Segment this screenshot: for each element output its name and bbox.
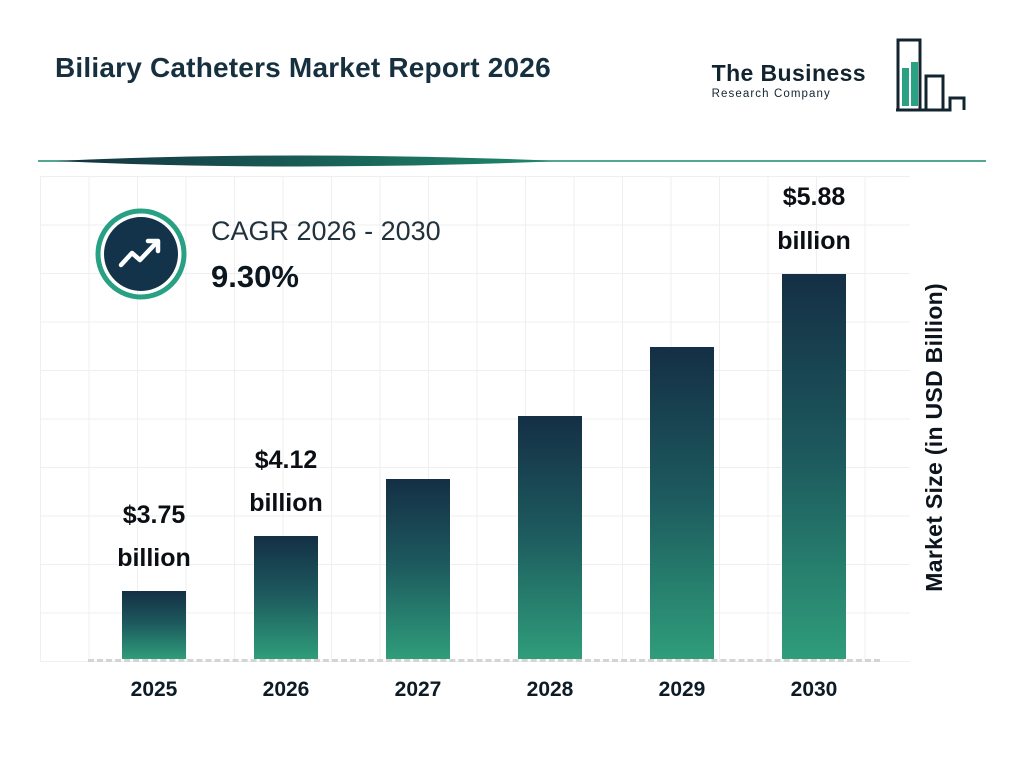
x-axis-label-2026: 2026 (262, 678, 310, 701)
bar-column-2026: $4.12 billion (220, 176, 352, 659)
bar (254, 536, 318, 659)
page-title: Biliary Catheters Market Report 2026 (55, 52, 551, 83)
bar (386, 479, 450, 659)
cagr-period-label: CAGR 2026 - 2030 (211, 216, 441, 246)
bar (650, 347, 714, 659)
x-axis-label-2030: 2030 (790, 678, 838, 701)
bar-amount: $4.12 (254, 445, 318, 474)
bar-plot-area: $3.75 billion $4.12 billion (88, 176, 880, 662)
bar-column-2030: $5.88 billion (748, 176, 880, 659)
x-axis-label-2028: 2028 (526, 678, 574, 701)
x-axis-label-2029: 2029 (658, 678, 706, 701)
x-axis-label-2027: 2027 (394, 678, 442, 701)
logo-bar-chart-icon (896, 38, 966, 112)
cagr-text: CAGR 2026 - 2030 9.30% (211, 216, 441, 295)
bar-column-2028 (484, 176, 616, 659)
bar-column-2027 (352, 176, 484, 659)
logo-name: The Business (711, 60, 866, 86)
cagr-badge: CAGR 2026 - 2030 9.30% (95, 208, 441, 300)
bar-unit: billion (117, 544, 191, 573)
trend-up-icon (95, 208, 187, 300)
section-divider (38, 152, 986, 170)
y-axis-label: Market Size (in USD Billion) (921, 283, 947, 592)
company-logo-text: The Business Research Company (712, 60, 866, 100)
bar-column-2025: $3.75 billion (88, 176, 220, 659)
bar (122, 591, 186, 659)
company-logo: The Business Research Company (712, 38, 968, 123)
bar-unit: billion (777, 226, 851, 255)
bar (518, 416, 582, 659)
bar-value-label: $4.12 billion (249, 439, 323, 527)
bar-amount: $5.88 (782, 183, 846, 211)
bar-unit: billion (249, 489, 323, 518)
x-axis-labels: 2025 2026 2027 2028 2029 2030 (88, 678, 880, 702)
bar-value-label: $5.88 billion (777, 176, 851, 264)
bar (782, 273, 846, 659)
bar-column-2029 (616, 176, 748, 659)
bar-value-label: $3.75 billion (117, 494, 191, 582)
logo-subtitle: Research Company (711, 88, 831, 100)
cagr-value: 9.30% (211, 259, 299, 294)
market-size-chart: CAGR 2026 - 2030 9.30% $3.75 billion $4.… (40, 176, 910, 662)
bar-amount: $3.75 (122, 500, 186, 529)
x-axis-label-2025: 2025 (130, 678, 178, 701)
